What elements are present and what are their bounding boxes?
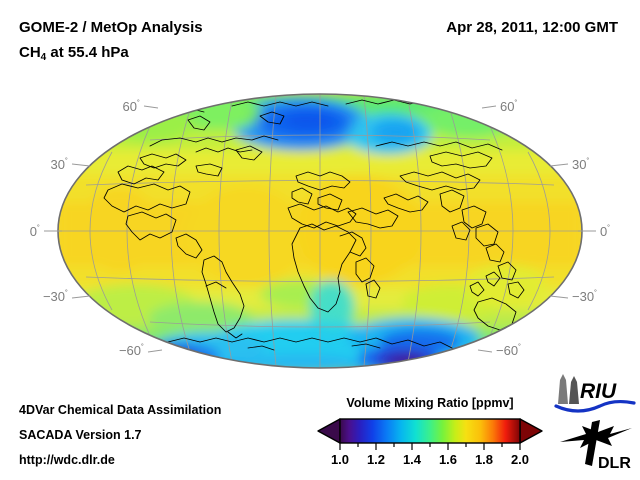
lat-label-left-60: 60˚ [123,99,140,114]
colorbar-svg: 1.0 1.2 1.4 1.6 1.8 2.0 [317,418,543,467]
lat-label-right-0: 0˚ [600,224,610,239]
colorbar-tick-1.0: 1.0 [331,452,349,467]
species-prefix: CH [19,44,41,61]
colorbar-tick-1.8: 1.8 [475,452,493,467]
colorbar-cap-high [519,418,543,444]
logo-group: RIU DLR [552,370,640,474]
graticule [58,94,582,368]
lat-label-left-minus60: −60˚ [119,343,144,358]
colorbar-tick-1.6: 1.6 [439,452,457,467]
logos-svg: RIU DLR [554,374,636,472]
colorbar-tick-labels: 1.0 1.2 1.4 1.6 1.8 2.0 [331,452,529,467]
global-map: 60˚ 60˚ 30˚ 30˚ 0˚ 0˚ −30˚ −30˚ −60˚ −60… [0,80,640,380]
map-svg: 60˚ 60˚ 30˚ 30˚ 0˚ 0˚ −30˚ −30˚ −60˚ −60… [30,93,610,369]
species-label: CH4 at 55.4 hPa [19,44,129,63]
colorbar-tick-2.0: 2.0 [511,452,529,467]
timestamp-label: Apr 28, 2011, 12:00 GMT [446,19,618,36]
dlr-logo: DLR [560,420,632,472]
assimilation-label: 4DVar Chemical Data Assimilation [19,403,222,417]
colorbar-tick-1.2: 1.2 [367,452,385,467]
colorbar-title: Volume Mixing Ratio [ppmv] [346,396,514,410]
lat-label-right-minus30: −30˚ [572,289,597,304]
colorbar: Volume Mixing Ratio [ppmv] 1.0 1.2 1.4 1.6 1… [310,396,550,474]
page-title: GOME-2 / MetOp Analysis [19,19,203,36]
lat-label-right-30: 30˚ [572,157,589,172]
lat-label-right-minus60: −60˚ [496,343,521,358]
lat-label-left-30: 30˚ [51,157,68,172]
latitude-labels: 60˚ 60˚ 30˚ 30˚ 0˚ 0˚ −30˚ −30˚ −60˚ −60… [30,99,610,358]
colorbar-cap-low [317,418,341,444]
riu-logo: RIU [554,374,636,413]
website-url[interactable]: http://wdc.dlr.de [19,453,115,467]
colorbar-ramp [339,418,521,444]
lat-label-right-60: 60˚ [500,99,517,114]
species-subscript: 4 [40,52,47,63]
lat-label-left-0: 0˚ [30,224,40,239]
colorbar-tick-1.4: 1.4 [403,452,422,467]
riu-wordmark: RIU [580,380,617,403]
lat-label-left-minus30: −30˚ [43,289,68,304]
version-label: SACADA Version 1.7 [19,428,142,442]
dlr-wordmark: DLR [598,455,631,472]
colorbar-ticks [339,443,521,450]
species-suffix: at 55.4 hPa [46,44,129,61]
